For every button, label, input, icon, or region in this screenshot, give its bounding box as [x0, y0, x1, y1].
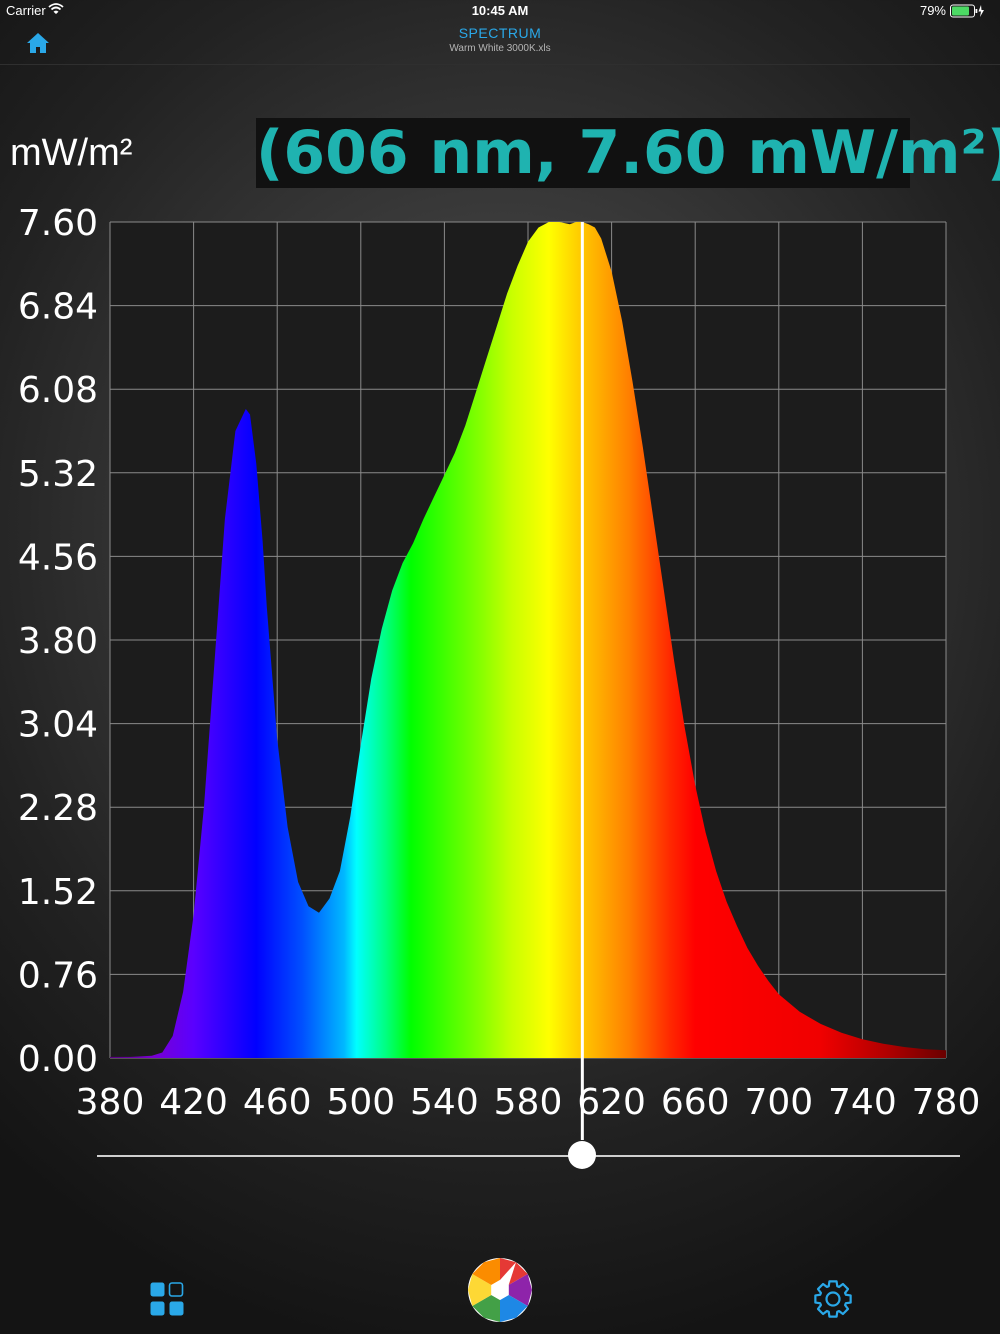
- y-tick-label: 0.00: [18, 1039, 98, 1080]
- x-tick-label: 660: [661, 1082, 730, 1123]
- cursor-readout: (606 nm, 7.60 mW/m²): [256, 118, 1000, 188]
- grid-icon[interactable]: [150, 1282, 184, 1316]
- x-tick-label: 460: [243, 1082, 312, 1123]
- battery-icon: [950, 4, 984, 18]
- x-tick-label: 500: [326, 1082, 395, 1123]
- y-tick-label: 0.76: [18, 955, 98, 996]
- status-time: 10:45 AM: [471, 3, 529, 18]
- spectrum-chart[interactable]: 0.00 0.76 1.52 2.28 3.04 3.80 4.56 5.32 6.08 6.84…: [0, 0, 1000, 1140]
- wavelength-slider-thumb[interactable]: [568, 1141, 597, 1169]
- y-tick-label: 6.08: [18, 370, 98, 411]
- battery-percent: 79%: [919, 3, 946, 18]
- y-tick-label: 3.04: [18, 705, 98, 746]
- y-axis-unit-label: mW/m²: [10, 132, 133, 174]
- tab-bar: [0, 1250, 1000, 1334]
- y-axis-ticks: 0.00 0.76 1.52 2.28 3.04 3.80 4.56 5.32 6.08 6.84…: [18, 203, 98, 1080]
- carrier-label: Carrier: [6, 3, 46, 18]
- home-icon[interactable]: [26, 32, 50, 54]
- gear-icon[interactable]: [812, 1278, 854, 1320]
- navigation-bar: SPECTRUM Warm White 3000K.xls: [0, 22, 1000, 65]
- y-tick-label: 7.60: [18, 203, 98, 244]
- spectrum-area: [110, 222, 946, 1058]
- y-tick-label: 3.80: [18, 621, 98, 662]
- x-tick-label: 380: [76, 1082, 145, 1123]
- x-tick-label: 620: [577, 1082, 646, 1123]
- wifi-icon: [48, 3, 64, 14]
- y-tick-label: 6.84: [18, 287, 98, 328]
- x-tick-label: 420: [159, 1082, 228, 1123]
- x-tick-label: 700: [744, 1082, 813, 1123]
- x-tick-label: 740: [828, 1082, 897, 1123]
- y-tick-label: 2.28: [18, 788, 98, 829]
- wavelength-slider-track[interactable]: [97, 1155, 960, 1157]
- y-tick-label: 1.52: [18, 872, 98, 913]
- nav-subtitle: Warm White 3000K.xls: [449, 43, 551, 54]
- x-tick-label: 580: [494, 1082, 563, 1123]
- x-axis-ticks: 380 420 460 500 540 580 620 660 700 740 780: [76, 1082, 981, 1123]
- x-tick-label: 780: [912, 1082, 981, 1123]
- y-tick-label: 5.32: [18, 454, 98, 495]
- aperture-icon[interactable]: [467, 1257, 533, 1323]
- status-bar: Carrier 10:45 AM 79%: [0, 0, 1000, 22]
- x-tick-label: 540: [410, 1082, 479, 1123]
- y-tick-label: 4.56: [18, 537, 98, 578]
- nav-title: SPECTRUM: [458, 25, 542, 41]
